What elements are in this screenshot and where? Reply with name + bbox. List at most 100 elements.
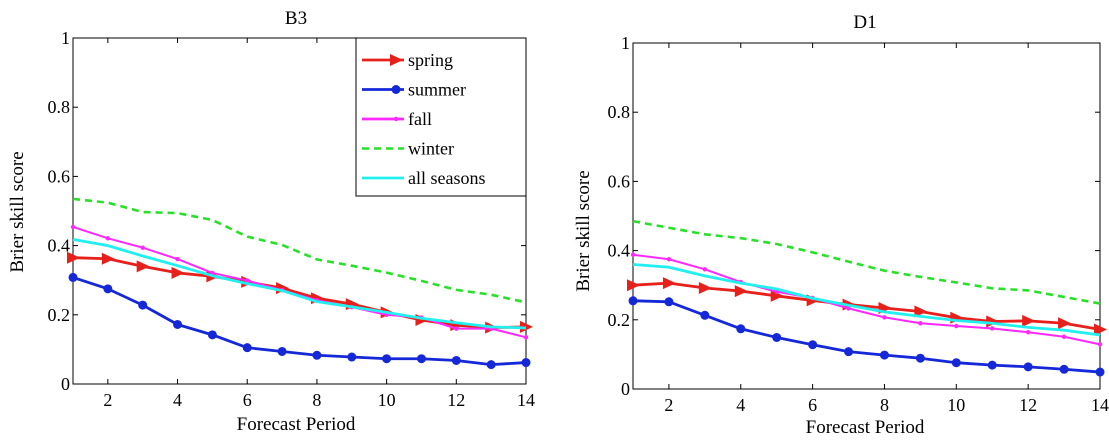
series-spring (67, 251, 533, 334)
legend-item-spring: spring (362, 50, 453, 70)
spring-marker (101, 252, 115, 265)
x-tick-label: 8 (880, 395, 889, 415)
x-tick-label: 10 (947, 395, 965, 415)
legend-label: fall (408, 109, 432, 129)
summer-marker (808, 340, 818, 350)
axes-box (632, 42, 1101, 390)
panel-b3: B3 Forecast Period Brier skill score 2 4 6… (7, 8, 535, 435)
legend-label: spring (408, 50, 453, 70)
spring-marker (171, 266, 185, 279)
legend-item-winter: winter (362, 139, 454, 159)
y-tick-label: 0.8 (608, 102, 631, 122)
y-tick-label: 0 (61, 374, 70, 394)
spring-marker (698, 281, 712, 294)
summer-marker (242, 343, 252, 353)
spring-marker (627, 279, 640, 292)
summer-marker (207, 330, 217, 340)
spring-marker (662, 277, 676, 290)
spring-marker (1094, 323, 1107, 336)
fall-marker (523, 335, 529, 340)
spring-marker (67, 251, 80, 264)
summer-marker (391, 85, 401, 94)
fall-marker (918, 321, 923, 326)
legend-item-all-seasons: all seasons (362, 168, 485, 188)
y-tick-label: 0.4 (608, 241, 631, 261)
legend-label: winter (408, 139, 454, 159)
fall-marker (1061, 334, 1067, 339)
spring-marker (390, 54, 403, 66)
legend-item-fall: fall (362, 109, 432, 129)
summer-marker (451, 355, 461, 365)
series-fall (630, 252, 1103, 347)
x-tick-label: 4 (736, 395, 745, 415)
legend-label: all seasons (408, 168, 485, 188)
fall-marker (70, 224, 76, 230)
legend-item-summer: summer (362, 80, 466, 100)
fall-marker (175, 256, 180, 262)
summer-marker (277, 346, 287, 356)
summer-marker (486, 360, 496, 370)
y-axis-label: Brier skill score (7, 151, 28, 272)
summer-marker (736, 324, 746, 334)
y-tick-label: 1 (621, 33, 630, 53)
spring-marker (770, 289, 784, 302)
y-tick-label: 1 (61, 28, 70, 48)
y-tick-label: 0.2 (48, 305, 71, 325)
series-summer (68, 272, 531, 370)
y-tick-label: 0.6 (48, 166, 71, 186)
x-tick-label: 4 (173, 390, 182, 410)
all-seasons-line (632, 263, 1101, 337)
x-tick-label: 12 (447, 390, 465, 410)
x-tick-label: 2 (103, 390, 112, 410)
summer-marker (347, 352, 357, 362)
fall-marker (990, 326, 995, 331)
summer-marker (521, 358, 531, 368)
panel-d1: D1 Forecast Period Brier skill score 2 4 6… (573, 12, 1109, 438)
summer-marker (416, 354, 426, 364)
spring-marker (1022, 314, 1036, 327)
summer-line (632, 299, 1101, 374)
series-all-seasons (632, 263, 1101, 337)
fall-marker (105, 236, 111, 241)
x-tick-label: 14 (517, 390, 535, 410)
summer-marker (987, 360, 997, 370)
summer-line (72, 276, 527, 367)
x-tick-label: 6 (808, 395, 817, 415)
y-tick-label: 0.4 (48, 236, 71, 256)
chart-title: D1 (853, 12, 876, 33)
y-tick-label: 0.8 (48, 97, 71, 117)
spring-marker (986, 315, 1000, 328)
summer-marker (664, 297, 674, 307)
series-all-seasons (72, 237, 527, 330)
summer-marker (1095, 367, 1105, 377)
fall-marker (393, 116, 399, 122)
fall-marker (140, 245, 145, 250)
y-tick-label: 0 (621, 379, 630, 399)
summer-marker (915, 353, 925, 363)
legend-box (355, 37, 527, 197)
fall-line (72, 225, 527, 339)
x-axis-label: Forecast Period (806, 417, 925, 436)
fall-marker (630, 252, 636, 257)
fall-marker (1097, 342, 1103, 347)
fall-marker (846, 306, 851, 311)
all-seasons-line (72, 237, 527, 330)
summer-marker (844, 347, 854, 357)
x-tick-label: 12 (1019, 395, 1037, 415)
y-axis-label: Brier skill score (573, 170, 594, 291)
summer-marker (382, 354, 392, 364)
summer-marker (312, 350, 322, 360)
x-tick-label: 8 (312, 390, 321, 410)
x-axis-label: Forecast Period (237, 414, 356, 435)
summer-marker (1023, 362, 1033, 372)
fall-marker (882, 315, 887, 320)
y-tick-label: 0.2 (608, 310, 631, 330)
summer-marker (628, 296, 638, 306)
fall-marker (245, 278, 250, 283)
y-tick-label: 0.6 (608, 171, 631, 191)
summer-marker (103, 284, 113, 294)
summer-marker (951, 358, 961, 368)
summer-marker (1059, 364, 1069, 374)
